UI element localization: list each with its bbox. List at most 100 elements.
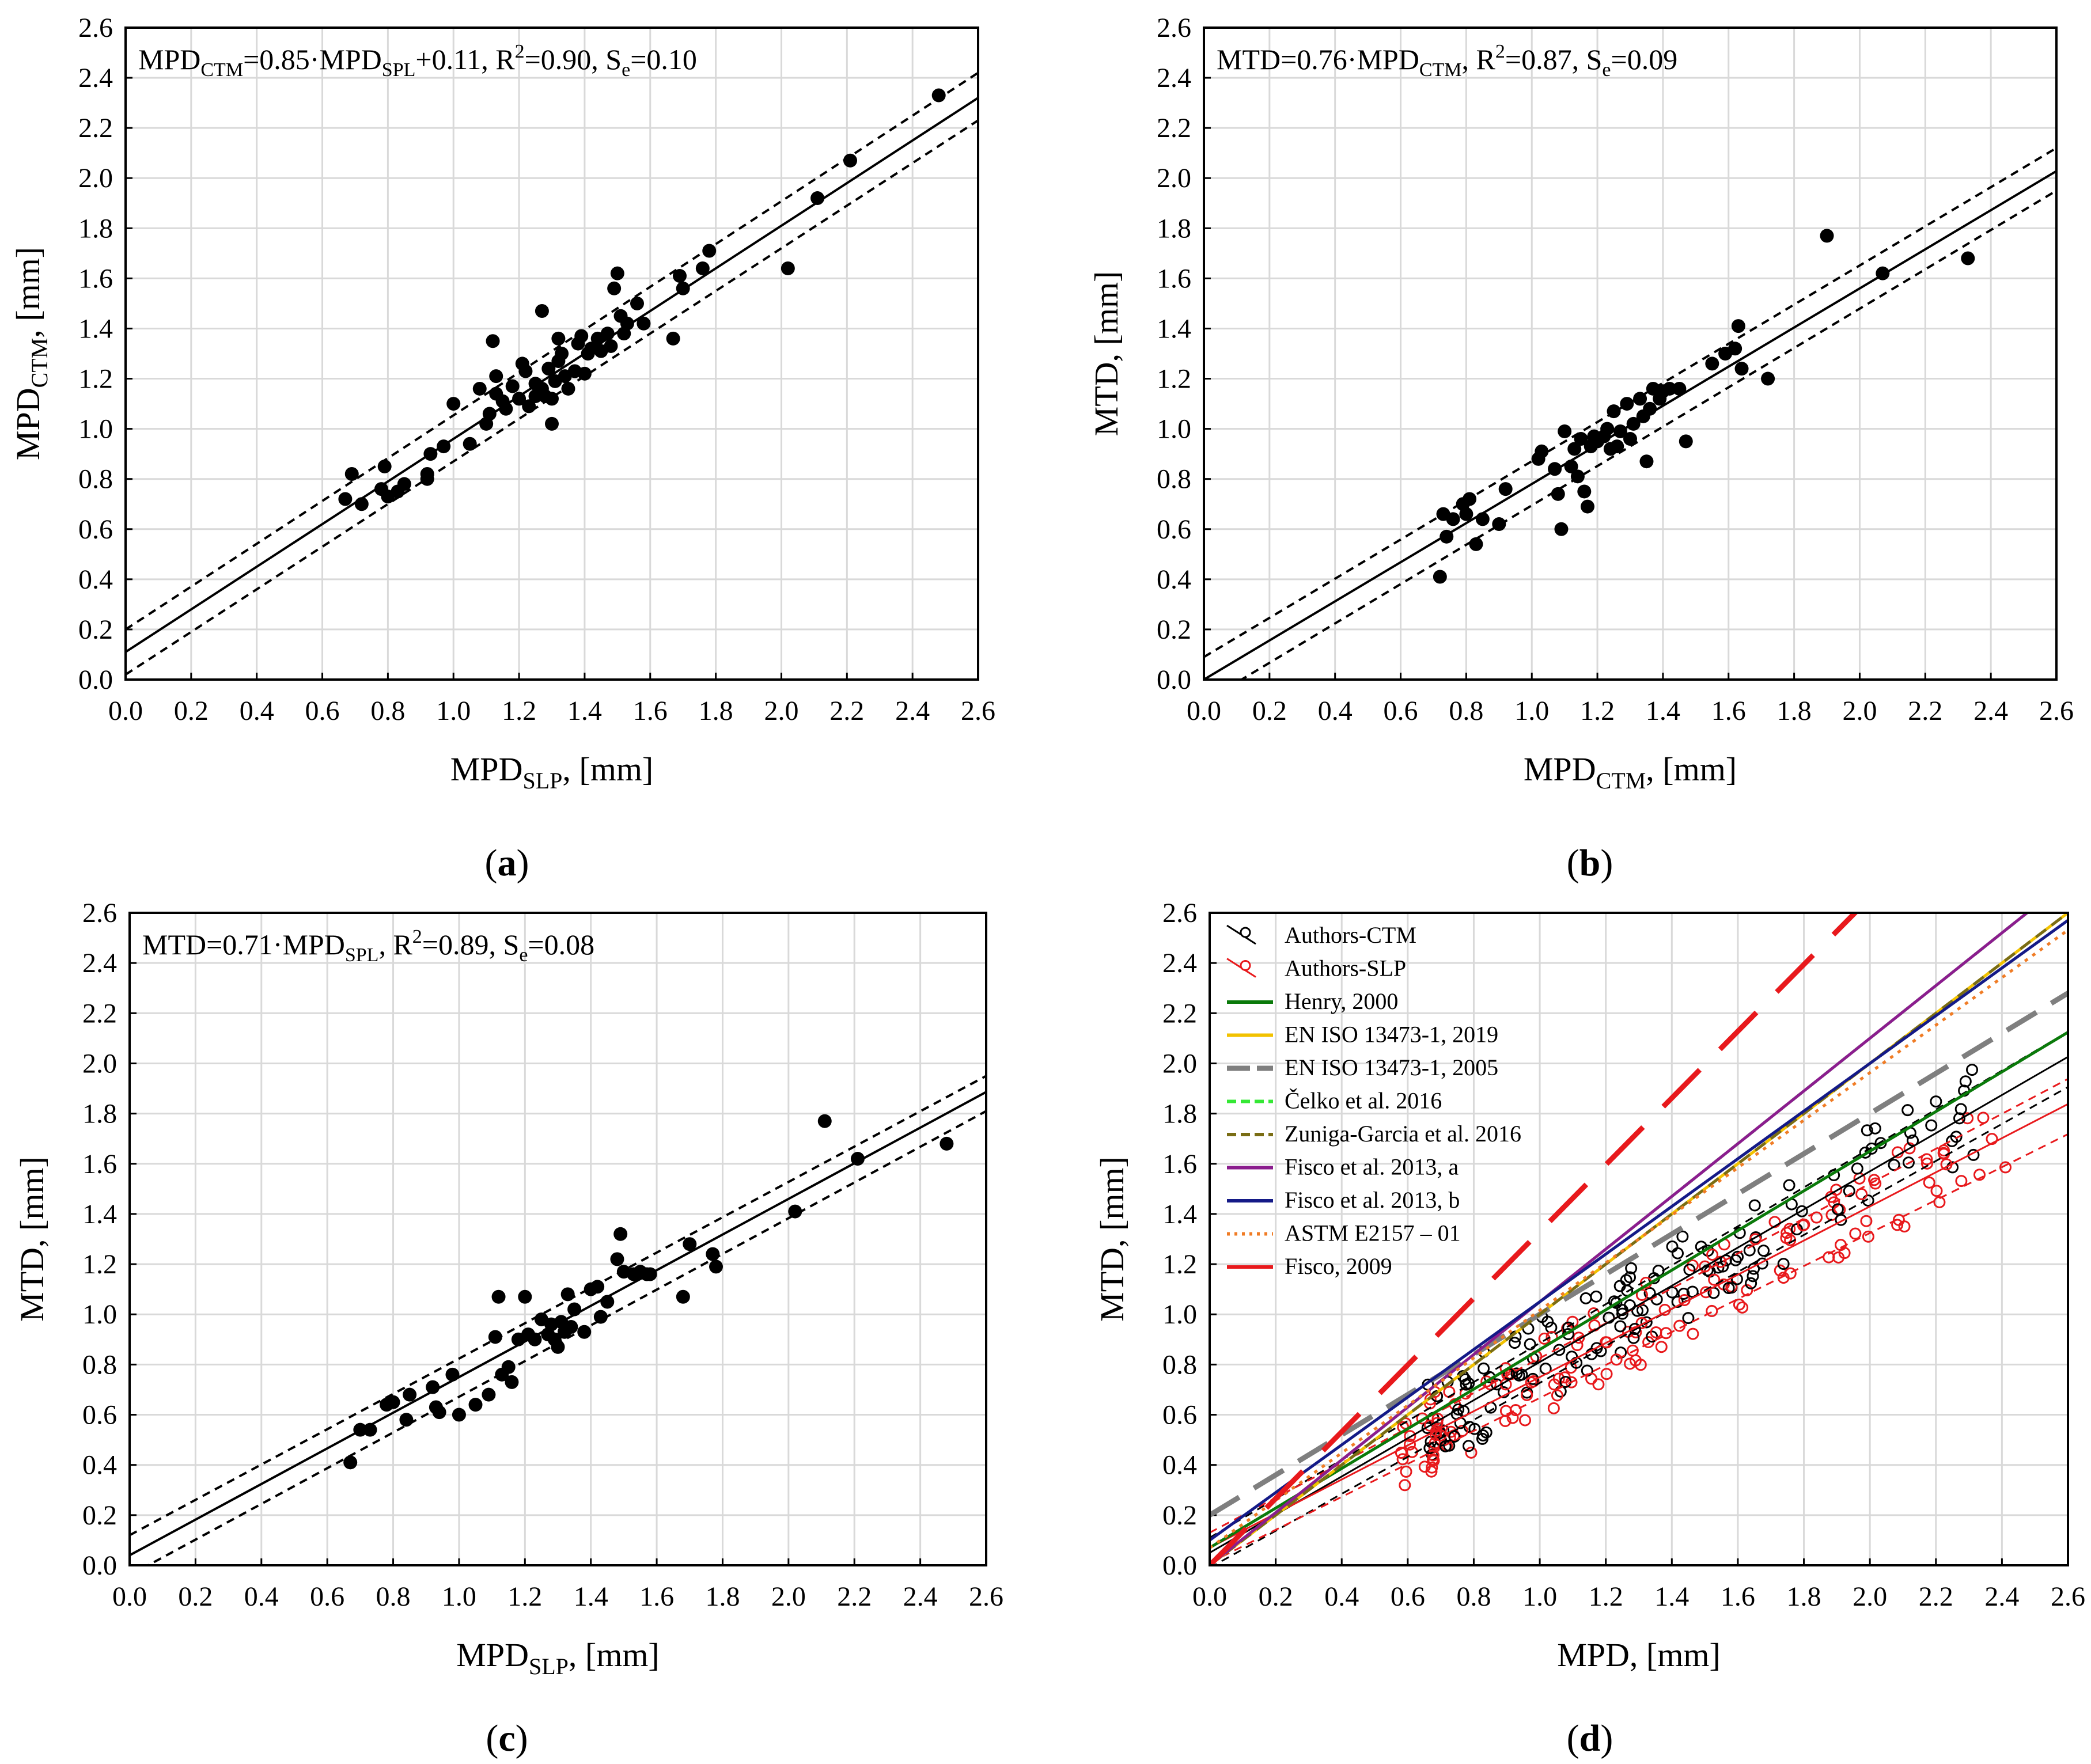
ctm-point bbox=[1590, 1290, 1603, 1303]
slp-point bbox=[1525, 1376, 1537, 1389]
eq-sub: e bbox=[519, 944, 528, 966]
data-point bbox=[1961, 251, 1975, 265]
slp-point bbox=[1898, 1220, 1911, 1233]
ctm-point bbox=[1585, 1348, 1598, 1360]
eq-part: MTD=0.76·MPD bbox=[1217, 43, 1419, 75]
data-point bbox=[446, 397, 461, 411]
fit-line bbox=[126, 97, 978, 653]
data-point bbox=[403, 1387, 417, 1402]
data-point bbox=[1643, 401, 1657, 416]
plot-frame bbox=[124, 26, 979, 681]
data-point bbox=[637, 316, 651, 331]
x-axis-label: MPDSLP, [mm] bbox=[450, 750, 654, 794]
eq-sub: SPL bbox=[345, 944, 379, 966]
slp-point bbox=[1687, 1327, 1699, 1340]
ci-upper-line bbox=[126, 71, 978, 631]
eq-part: MTD=0.71·MPD bbox=[142, 928, 345, 961]
data-point bbox=[343, 1455, 358, 1470]
data-point bbox=[489, 369, 503, 384]
data-point bbox=[1662, 381, 1677, 396]
data-point bbox=[940, 1136, 954, 1151]
ctm-point bbox=[1790, 1223, 1803, 1236]
slp-point bbox=[1920, 1153, 1933, 1166]
panel-letter: b bbox=[1579, 842, 1601, 884]
x-tick-label: 1.8 bbox=[705, 1581, 740, 1612]
slp-point bbox=[1400, 1465, 1412, 1478]
data-point bbox=[788, 1204, 802, 1219]
paren: ( bbox=[485, 842, 498, 884]
slp-point bbox=[1708, 1273, 1721, 1286]
y-tick-label: 2.2 bbox=[1157, 113, 1191, 143]
ctm-point bbox=[1722, 1282, 1735, 1295]
x-tick-label: 0.6 bbox=[310, 1581, 344, 1612]
data-point bbox=[1600, 422, 1615, 436]
y-axis-label: MTD, [mm] bbox=[1093, 1156, 1131, 1322]
regression-equation: MTD=0.76·MPDCTM, R2=0.87, Se=0.09 bbox=[1217, 41, 1677, 81]
paren: ( bbox=[1567, 842, 1579, 884]
data-point bbox=[817, 1114, 832, 1128]
x-axis-label: MPDCTM, [mm] bbox=[1524, 750, 1737, 794]
x-label-sub: CTM bbox=[1596, 768, 1646, 794]
x-tick-label: 2.4 bbox=[1984, 1581, 2019, 1612]
y-tick-label: 0.2 bbox=[78, 614, 113, 645]
data-point bbox=[363, 1422, 377, 1437]
data-point bbox=[1679, 434, 1693, 449]
data-point bbox=[1558, 424, 1572, 438]
slp-point bbox=[1923, 1176, 1935, 1189]
ctm-point bbox=[1795, 1205, 1808, 1217]
data-point bbox=[1728, 342, 1742, 356]
slp-point bbox=[1547, 1402, 1560, 1414]
data-point bbox=[551, 1340, 565, 1354]
data-point bbox=[354, 497, 369, 511]
eq-sub: e bbox=[622, 59, 630, 81]
regression-equation: MTD=0.71·MPDSPL, R2=0.89, Se=0.08 bbox=[142, 926, 594, 966]
eq-part: =0.10 bbox=[630, 43, 697, 75]
data-point bbox=[528, 1332, 542, 1346]
data-point bbox=[1492, 517, 1506, 532]
y-tick-label: 0.8 bbox=[1162, 1349, 1197, 1380]
y-tick-label: 2.4 bbox=[82, 948, 117, 978]
data-point bbox=[518, 1289, 532, 1304]
paren: ) bbox=[1600, 1717, 1613, 1759]
y-tick-label: 0.8 bbox=[78, 464, 113, 495]
data-point bbox=[706, 1247, 720, 1261]
eq-part: , R bbox=[1462, 43, 1496, 75]
data-point bbox=[1626, 416, 1641, 431]
data-point bbox=[472, 381, 487, 396]
data-point bbox=[399, 1413, 414, 1427]
y-tick-label: 2.0 bbox=[1162, 1048, 1197, 1079]
data-point bbox=[1672, 381, 1687, 396]
data-point bbox=[1820, 229, 1834, 243]
data-point bbox=[338, 492, 353, 506]
data-point bbox=[545, 392, 559, 406]
data-point bbox=[353, 1422, 368, 1437]
x-tick-label: 0.0 bbox=[1192, 1581, 1227, 1612]
plot-frame bbox=[1203, 26, 2058, 681]
legend-entry: Čelko et al. 2016 bbox=[1285, 1088, 1442, 1114]
plot-area bbox=[1210, 913, 2068, 1565]
data-point bbox=[397, 477, 411, 491]
ctm-point bbox=[1666, 1286, 1679, 1299]
legend: Authors-CTM Authors-SLP Henry, 2000 EN ISO … bbox=[1226, 922, 1521, 1279]
y-tick-label: 2.4 bbox=[1162, 948, 1197, 978]
regression-equation: MPDCTM=0.85·MPDSPL+0.11, R2=0.90, Se=0.1… bbox=[138, 41, 697, 81]
y-tick-label: 1.6 bbox=[1162, 1149, 1197, 1179]
panel-label: (b) bbox=[1567, 842, 1613, 884]
y-label-main: MTD, [mm] bbox=[13, 1156, 51, 1322]
eq-sub: CTM bbox=[1419, 59, 1462, 81]
author-ci-upper bbox=[1210, 1078, 2068, 1534]
data-point bbox=[1463, 492, 1477, 506]
x-tick-label: 2.2 bbox=[829, 696, 864, 726]
slp-point bbox=[1399, 1479, 1411, 1492]
slp-point bbox=[1506, 1412, 1519, 1424]
ctm-point bbox=[1476, 1432, 1488, 1445]
x-tick-label: 1.0 bbox=[1514, 696, 1549, 726]
data-point bbox=[781, 261, 795, 275]
panel-letter: c bbox=[498, 1717, 515, 1759]
x-tick-label: 2.6 bbox=[2039, 696, 2074, 726]
eq-part: =0.89, S bbox=[422, 928, 520, 961]
data-point bbox=[1876, 266, 1890, 280]
legend-entry: Fisco, 2009 bbox=[1285, 1253, 1392, 1279]
x-tick-label: 2.2 bbox=[1919, 1581, 1953, 1612]
y-tick-label: 0.4 bbox=[1162, 1450, 1197, 1481]
